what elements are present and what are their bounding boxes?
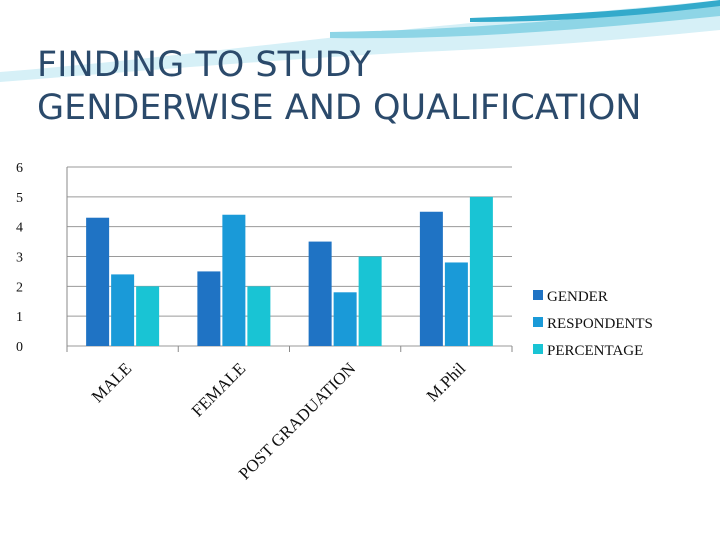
legend: GENDER RESPONDENTS PERCENTAGE [533, 289, 653, 359]
slide-title: FINDING TO STUDY GENDERWISE AND QUALIFIC… [37, 44, 697, 130]
bar-gender-2 [308, 241, 332, 346]
bar-percentage-1 [247, 286, 271, 346]
bar-respondents-1 [222, 214, 246, 346]
legend-swatch-respondents [533, 317, 543, 327]
legend-swatch-percentage [533, 344, 543, 354]
bar-percentage-0 [136, 286, 160, 346]
wave-band-mid [330, 4, 720, 39]
y-tick-label: 1 [16, 310, 23, 325]
bar-percentage-2 [358, 256, 382, 346]
bar-respondents-0 [111, 274, 135, 346]
bar-percentage-3 [469, 196, 493, 346]
bar-gender-1 [197, 271, 221, 346]
wave-band-dark [470, 0, 720, 22]
bar-respondents-3 [444, 262, 468, 346]
legend-label-percentage: PERCENTAGE [547, 343, 643, 359]
legend-swatch-gender [533, 290, 543, 300]
legend-label-gender: GENDER [547, 289, 608, 305]
slide-title-line-1: FINDING TO STUDY [37, 45, 372, 85]
y-tick-label: 3 [16, 251, 23, 266]
slide-title-line-2: GENDERWISE AND QUALIFICATION [37, 88, 642, 128]
x-category-label: MALE [88, 359, 135, 406]
y-tick-label: 5 [16, 191, 23, 206]
legend-label-respondents: RESPONDENTS [547, 316, 653, 332]
x-category-label: FEMALE [188, 359, 250, 421]
x-category-label: M.Phil [423, 359, 470, 406]
y-tick-label: 0 [16, 340, 23, 355]
bar-gender-0 [86, 217, 110, 346]
y-tick-label: 4 [16, 221, 23, 236]
header-wave-decoration [0, 0, 720, 82]
bars [86, 196, 493, 346]
x-category-label: POST GRADUATION [235, 359, 359, 483]
y-tick-label: 2 [16, 280, 23, 295]
bar-gender-3 [419, 211, 443, 346]
y-tick-label: 6 [16, 161, 23, 176]
bar-respondents-2 [333, 292, 357, 346]
